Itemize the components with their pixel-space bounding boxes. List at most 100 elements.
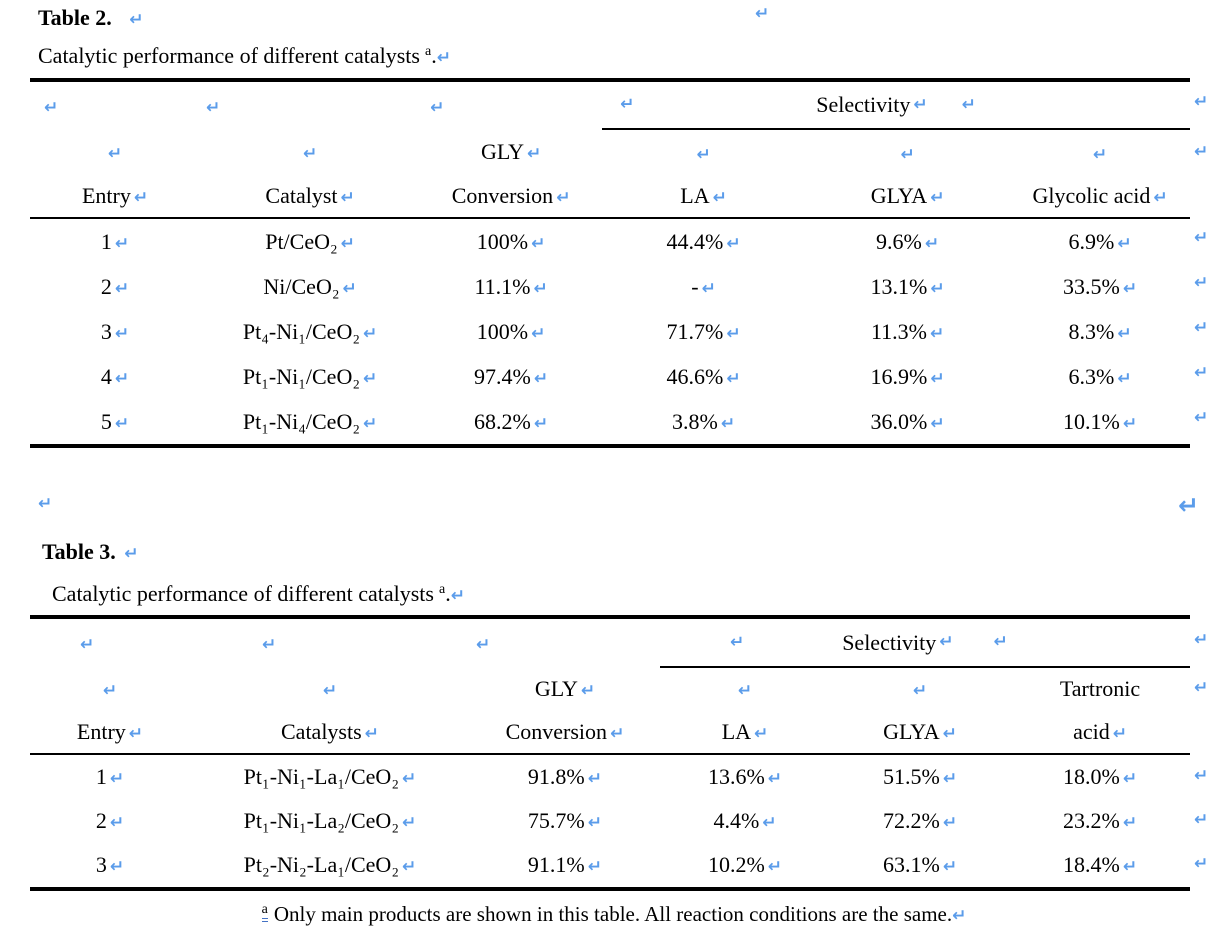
return-mark-icon: ↵	[114, 233, 130, 254]
return-mark-icon: ↵	[109, 769, 125, 789]
return-mark-icon: ↵	[129, 10, 144, 30]
la-header: LA	[721, 718, 752, 744]
cell-conversion: 100% ↵	[476, 318, 546, 344]
header-cell: GLY ↵	[470, 667, 660, 710]
cell-la: 46.6% ↵	[666, 363, 741, 389]
cell-glycolic: 33.5% ↵	[1062, 273, 1138, 299]
return-mark-icon: ↵	[261, 635, 277, 655]
cell-glya: 11.3% ↵	[870, 318, 945, 344]
return-mark-icon: ↵	[767, 769, 783, 789]
tartronic-header-line2: acid	[1073, 718, 1110, 744]
return-mark-icon: ↵	[1194, 228, 1209, 248]
cell-glya: 13.1% ↵	[870, 273, 945, 299]
return-mark-icon: ↵	[1194, 810, 1209, 830]
header-cell: Catalysts ↵	[189, 710, 470, 755]
conversion-header: Conversion	[451, 183, 554, 208]
return-mark-icon: ↵	[402, 813, 417, 833]
cell-conversion: 100% ↵	[476, 228, 546, 254]
return-mark-icon: ↵	[1194, 142, 1209, 162]
return-mark-icon: ↵	[107, 144, 123, 164]
caption-period: .	[445, 581, 451, 606]
return-mark-icon: ↵	[206, 97, 221, 118]
cell-la: 10.2% ↵	[707, 852, 783, 877]
return-mark-icon: ↵	[1194, 766, 1209, 786]
return-mark-icon: ↵	[1122, 857, 1138, 877]
cell-entry: 5 ↵	[100, 408, 130, 434]
entry-header: Entry	[81, 183, 131, 208]
cell: ↵	[805, 129, 1010, 175]
return-mark-icon: ↵	[44, 97, 59, 118]
return-mark-icon: ↵	[342, 278, 357, 299]
glya-header: GLYA	[870, 183, 928, 208]
header-cell: Entry ↵	[30, 175, 201, 219]
return-mark-icon: ↵	[526, 144, 542, 164]
return-mark-icon: ↵	[80, 635, 95, 655]
return-mark-icon: ↵	[762, 813, 777, 833]
return-mark-icon: ↵	[533, 278, 548, 299]
return-mark-icon: ↵	[952, 906, 967, 926]
cell-la: 13.6% ↵	[707, 764, 783, 789]
header-cell: GLY ↵	[420, 129, 602, 175]
footnote-line: a Only main products are shown in this ta…	[0, 902, 1228, 927]
return-mark-icon: ↵	[726, 368, 741, 389]
return-mark-icon: ↵	[322, 680, 338, 701]
return-mark-icon: ↵	[755, 4, 770, 24]
cell-entry: 3 ↵	[100, 318, 130, 344]
cell-conversion: 91.8% ↵	[527, 764, 602, 789]
cell-catalyst: Pt₄-Ni₁/CeO₂ ↵	[242, 318, 378, 344]
cell-catalyst: Pt₁-Ni₁-La₂/CeO₂ ↵	[243, 808, 417, 833]
cell-entry: 3 ↵	[95, 852, 125, 877]
header-cell: LA ↵	[602, 175, 806, 219]
glycolic-acid-header: Glycolic acid	[1032, 183, 1151, 208]
cell-entry: 2 ↵	[95, 808, 125, 833]
cell: ↵	[470, 617, 660, 667]
return-mark-icon: ↵	[1092, 144, 1108, 165]
return-mark-icon: ↵	[124, 544, 139, 564]
entry-header: Entry	[76, 718, 126, 744]
return-mark-icon: ↵	[924, 233, 940, 254]
footnote-ref: a	[424, 43, 432, 59]
return-mark-icon: ↵	[912, 681, 928, 701]
selectivity-header: Selectivity	[842, 629, 937, 655]
return-mark-icon: ↵	[1194, 854, 1209, 874]
table-row: ↵ ↵ ↵ ↵ Selectivity ↵ ↵	[30, 80, 1190, 130]
return-mark-icon: ↵	[450, 586, 465, 606]
cell-glycolic: 8.3% ↵	[1068, 318, 1132, 344]
cell-catalyst: Pt₁-Ni₄/CeO₂ ↵	[242, 408, 378, 434]
table-row: 2 ↵ Ni/CeO₂ ↵ 11.1% ↵ - ↵ 13.1% ↵ 33.5% ↵	[30, 264, 1190, 309]
table-row: 3 ↵ Pt₂-Ni₂-La₁/CeO₂ ↵ 91.1% ↵ 10.2% ↵ 63.1%…	[30, 843, 1190, 889]
return-mark-icon: ↵	[587, 769, 602, 789]
return-mark-icon: ↵	[114, 278, 130, 299]
return-mark-icon: ↵	[900, 144, 915, 165]
cell-glycolic: 10.1% ↵	[1062, 408, 1138, 434]
table-row: 4 ↵ Pt₁-Ni₁/CeO₂ ↵ 97.4% ↵ 46.6% ↵ 16.9% ↵ 6.…	[30, 354, 1190, 399]
cell-catalyst: Pt₂-Ni₂-La₁/CeO₂ ↵	[243, 852, 417, 877]
cell-tartronic: 18.0% ↵	[1062, 764, 1138, 789]
cell: ↵	[660, 667, 830, 710]
return-mark-icon: ↵	[475, 635, 491, 655]
table-row: 2 ↵ Pt₁-Ni₁-La₂/CeO₂ ↵ 75.7% ↵ 4.4% ↵ 72.2% ↵…	[30, 799, 1190, 843]
cell-entry: 4 ↵	[100, 363, 130, 389]
return-mark-icon: ↵	[340, 188, 355, 208]
return-mark-icon: ↵	[1178, 491, 1199, 520]
cell: ↵	[200, 129, 420, 175]
return-mark-icon: ↵	[587, 813, 602, 833]
return-mark-icon: ↵	[913, 94, 928, 115]
return-mark-icon: ↵	[402, 769, 417, 789]
cell: ↵	[190, 617, 470, 667]
return-mark-icon: ↵	[556, 188, 571, 208]
return-mark-icon: ↵	[587, 857, 602, 877]
cell-tartronic: 23.2% ↵	[1062, 808, 1138, 833]
table-row: 5 ↵ Pt₁-Ni₄/CeO₂ ↵ 68.2% ↵ 3.8% ↵ 36.0% ↵ 10.…	[30, 399, 1190, 446]
return-mark-icon: ↵	[1194, 318, 1209, 338]
cell-entry: 1 ↵	[95, 764, 125, 789]
selectivity-span-cell: ↵ Selectivity ↵ ↵	[659, 617, 1190, 668]
cell-entry: 2 ↵	[100, 273, 130, 299]
selectivity-span-cell: ↵ Selectivity ↵ ↵	[602, 80, 1190, 130]
footnote-text: Only main products are shown in this tab…	[273, 902, 953, 926]
table-row: 1 ↵ Pt₁-Ni₁-La₁/CeO₂ ↵ 91.8% ↵ 13.6% ↵ 51.5%…	[30, 754, 1190, 799]
return-mark-icon: ↵	[754, 723, 769, 744]
return-mark-icon: ↵	[533, 413, 549, 434]
header-cell: Conversion ↵	[420, 175, 603, 219]
return-mark-icon: ↵	[712, 188, 727, 208]
